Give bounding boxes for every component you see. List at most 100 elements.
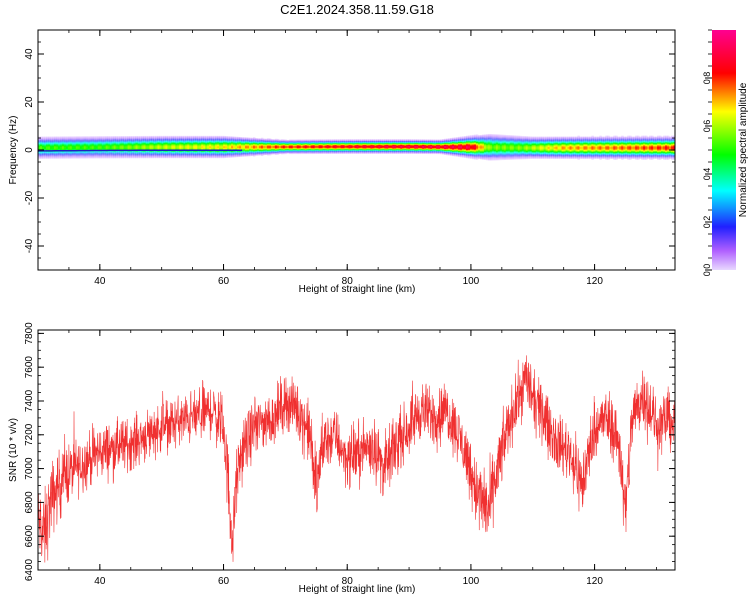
spectrogram-cell	[404, 139, 407, 141]
spectrogram-cell	[398, 144, 401, 146]
spectrogram-cell	[416, 147, 419, 148]
spectrogram-cell	[448, 154, 451, 156]
spectrogram-cell	[75, 143, 79, 145]
spectrogram-cell	[43, 146, 47, 148]
spectrogram-cell	[382, 146, 385, 148]
spectrogram-cell	[448, 153, 451, 155]
spectrogram-cell	[362, 143, 365, 145]
spectrogram-cell	[67, 138, 71, 140]
spectrogram-cell	[294, 145, 298, 147]
spectrogram-cell	[175, 153, 178, 156]
spectrogram-cell	[404, 147, 407, 149]
spectrogram-cell	[55, 142, 59, 144]
spectrogram-cell	[252, 146, 256, 148]
spectrogram-cell	[396, 147, 399, 149]
spectrogram-cell	[388, 145, 391, 147]
spectrogram-cell	[444, 151, 447, 153]
spectrogram-cell	[258, 151, 262, 153]
spectrogram-cell	[278, 147, 282, 149]
spectrogram-cell	[336, 150, 339, 152]
spectrogram-cell	[320, 139, 324, 141]
spectrogram-cell	[324, 140, 328, 142]
spectrogram-cell	[254, 144, 258, 146]
spectrogram-cell	[448, 138, 451, 140]
spectrogram-cell	[294, 150, 298, 152]
spectrogram-cell	[231, 147, 234, 150]
spectrogram-cell	[65, 136, 69, 138]
spectrogram-cell	[251, 149, 254, 151]
spectrogram-cell	[392, 151, 395, 153]
spectrogram-cell	[107, 147, 111, 149]
spectrogram-cell	[83, 153, 87, 155]
spectrogram-cell	[418, 152, 421, 154]
spectrogram-cell	[463, 139, 467, 141]
spectrogram-cell	[416, 152, 419, 154]
spectrogram-cell	[207, 155, 210, 158]
spectrogram-cell	[175, 146, 178, 149]
spectrogram-cell	[362, 145, 365, 147]
spectrogram-cell	[231, 155, 234, 157]
spectrogram-cell	[370, 140, 373, 142]
spectrogram-cell	[440, 142, 443, 144]
spectrogram-cell	[430, 142, 433, 144]
spectrogram-cell	[408, 139, 411, 141]
spectrogram-cell	[404, 142, 407, 144]
spectrogram-cell	[396, 139, 399, 141]
spectrogram-cell	[438, 152, 441, 154]
spectrogram-cell	[280, 141, 284, 143]
spectrogram-cell	[43, 145, 47, 147]
spectrogram-cell	[53, 151, 57, 153]
spectrogram-cell	[217, 154, 220, 157]
spectrogram-cell	[111, 151, 115, 153]
spectrogram-cell	[111, 154, 115, 156]
spectrogram-cell	[155, 137, 158, 140]
spectrogram-cell	[157, 147, 160, 150]
spectrogram-cell	[278, 142, 282, 144]
spectrogram-cell	[115, 145, 119, 147]
spectrogram-cell	[448, 145, 451, 147]
spectrogram-cell	[418, 139, 421, 141]
spectrogram-cell	[320, 146, 324, 148]
spectrogram-cell	[396, 143, 399, 145]
spectrogram-cell	[217, 135, 220, 138]
spectrogram-cell	[89, 146, 93, 148]
spectrogram-cell	[452, 145, 455, 148]
spectrogram-cell	[153, 142, 156, 145]
spectrogram-cell	[380, 143, 383, 145]
spectrogram-cell	[386, 152, 389, 154]
spectrogram-cell	[55, 138, 59, 140]
spectrogram-cell	[469, 153, 473, 155]
spectrogram-cell	[290, 140, 294, 142]
spectrogram-cell	[135, 152, 138, 155]
spectrogram-cell	[59, 156, 63, 158]
spectrogram-cell	[324, 150, 328, 151]
spectrogram-cell	[286, 140, 290, 142]
spectrogram-cell	[312, 144, 316, 146]
spectrogram-cell	[288, 141, 292, 143]
spectrogram-cell	[384, 141, 387, 143]
spectrogram-cell	[350, 151, 353, 153]
spectrogram-cell	[231, 150, 234, 152]
spectrogram-cell	[294, 147, 298, 149]
spectrogram-cell	[442, 146, 445, 148]
spectrogram-cell	[306, 141, 310, 143]
spectrogram-cell	[177, 145, 180, 148]
spectrogram-cell	[465, 147, 469, 150]
spectrogram-cell	[225, 144, 228, 147]
spectrogram-cell	[262, 139, 266, 141]
spectrogram-cell	[338, 148, 341, 150]
spectrogram-cell	[103, 137, 107, 139]
spectrogram-cell	[157, 154, 160, 157]
spectrogram-cell	[368, 152, 371, 154]
spectrogram-cell	[386, 145, 389, 147]
spectrogram-cell	[398, 151, 401, 153]
spectrogram-cell	[388, 146, 391, 148]
spectrogram-cell	[274, 143, 278, 145]
spectrogram-cell	[374, 150, 377, 151]
spectrogram-cell	[243, 155, 246, 157]
spectrogram-cell	[223, 153, 226, 156]
spectrogram-cell	[344, 139, 347, 141]
spectrogram-cell	[260, 143, 264, 145]
spectrogram-cell	[135, 146, 138, 149]
spectrogram-cell	[374, 147, 377, 148]
